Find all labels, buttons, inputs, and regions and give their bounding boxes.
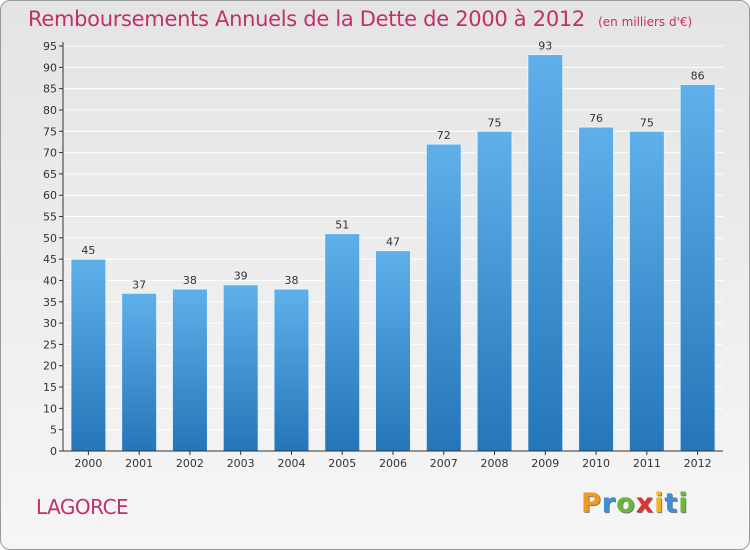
y-tick-label: 5 [50,424,57,437]
y-tick-label: 40 [43,274,57,287]
x-tick-label: 2005 [328,457,356,470]
y-tick-label: 35 [43,296,57,309]
data-label: 45 [81,244,95,257]
data-label: 75 [488,116,502,129]
y-tick-label: 25 [43,338,57,351]
data-label: 37 [132,278,146,291]
y-tick-label: 10 [43,402,57,415]
x-tick-label: 2009 [531,457,559,470]
logo-letter: i [654,488,665,519]
data-label: 72 [437,129,451,142]
bar-2001 [121,292,158,452]
bar-2004 [273,288,310,452]
data-label: 38 [183,274,197,287]
bar-2002 [171,288,208,452]
chart-title: Remboursements Annuels de la Dette de 20… [28,7,585,31]
y-tick-label: 30 [43,317,57,330]
y-tick-label: 45 [43,253,57,266]
x-tick-label: 2002 [176,457,204,470]
y-tick-label: 0 [50,445,57,458]
logo-letter: t [664,488,679,519]
x-tick-label: 2010 [582,457,610,470]
title-row: Remboursements Annuels de la Dette de 20… [28,7,692,31]
data-label: 76 [589,112,603,125]
data-label: 39 [234,270,248,283]
y-tick-label: 60 [43,189,57,202]
y-tick-label: 55 [43,211,57,224]
y-tick-label: 50 [43,232,57,245]
x-tick-label: 2012 [684,457,712,470]
x-tick-label: 2003 [227,457,255,470]
y-tick-label: 85 [43,83,57,96]
logo-letter: i [678,488,689,519]
bar-2010 [578,126,615,452]
bar-2003 [222,284,259,452]
data-label: 93 [538,40,552,53]
y-tick-label: 15 [43,381,57,394]
data-label: 86 [691,69,705,82]
bar-2006 [375,250,411,452]
data-label: 51 [335,219,349,232]
y-tick-label: 80 [43,104,57,117]
x-tick-label: 2001 [125,457,153,470]
data-label: 47 [386,236,400,249]
y-tick-label: 20 [43,360,57,373]
x-tick-label: 2006 [379,457,407,470]
bar-2011 [628,130,665,452]
proxiti-logo: Proxiti [581,488,689,519]
y-tick-label: 90 [43,61,57,74]
bar-2009 [527,54,564,452]
x-tick-label: 2011 [633,457,661,470]
bar-2005 [324,233,361,452]
x-tick-label: 2007 [430,457,458,470]
data-label: 75 [640,116,654,129]
y-tick-label: 70 [43,147,57,160]
data-label: 38 [284,274,298,287]
logo-letter: x [635,488,655,519]
chart-subtitle: (en milliers d'€) [598,15,693,29]
y-tick-label: 75 [43,125,57,138]
bar-2000 [70,258,107,452]
logo-letter: P [581,488,602,519]
logo-letter: r [601,488,617,519]
y-tick-label: 95 [43,40,57,53]
logo-letter: o [616,488,636,519]
x-tick-label: 2008 [481,457,509,470]
y-tick-label: 65 [43,168,57,181]
bar-2012 [679,83,716,452]
x-tick-label: 2000 [74,457,102,470]
bar-2008 [476,130,513,452]
bar-2007 [425,143,462,452]
commune-name: LAGORCE [36,495,129,519]
x-tick-label: 2004 [277,457,305,470]
